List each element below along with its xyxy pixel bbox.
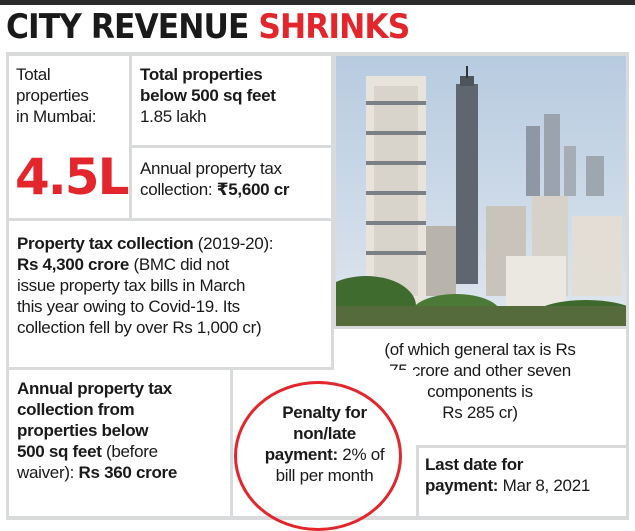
below-500-collection-line3: properties below <box>17 421 149 440</box>
below-500-collection-cell: Annual property tax collection from prop… <box>9 370 230 516</box>
total-properties-label-1: Total <box>16 65 51 84</box>
top-rule <box>0 0 635 5</box>
collection-line1-rest: (2019-20): <box>193 234 274 253</box>
penalty-line3-rest: 2% of <box>337 445 385 464</box>
headline: CITY REVENUE SHRINKS <box>6 4 410 50</box>
penalty-line2: non/late <box>293 424 356 443</box>
general-tax-line1: (of which general tax is Rs <box>384 340 576 359</box>
annual-tax-value: ₹5,600 cr <box>216 180 290 199</box>
penalty-line1: Penalty for <box>282 403 367 422</box>
skyline-image <box>336 56 626 326</box>
collection-line2-rest: (BMC did not <box>129 255 230 274</box>
below-500-collection-line1: Annual property tax <box>17 379 172 398</box>
general-tax-line2: 75 crore and other seven <box>389 361 571 380</box>
collection-line5: collection fell by over Rs 1,000 cr) <box>17 318 262 337</box>
last-date-value: Mar 8, 2021 <box>498 476 591 495</box>
total-properties-label-3: in Mumbai: <box>16 107 97 126</box>
total-properties-value: 4.5L <box>15 148 129 206</box>
last-date-cell: Last date for payment: Mar 8, 2021 <box>419 448 626 516</box>
headline-part2: SHRINKS <box>258 7 410 47</box>
total-properties-cell: Total properties in Mumbai: 4.5L <box>9 56 129 218</box>
below-500-value: 1.85 lakh <box>140 107 207 126</box>
last-date-line1: Last date for <box>425 455 524 474</box>
penalty-line4: bill per month <box>275 466 374 485</box>
collection-line2-bold: Rs 4,300 crore <box>17 255 130 274</box>
below-500-collection-value: Rs 360 crore <box>78 463 178 482</box>
penalty-line3-bold: payment: <box>264 445 338 464</box>
headline-part1: CITY REVENUE <box>6 7 249 47</box>
collection-line4: this year owing to Covid-19. Its <box>17 297 240 316</box>
general-tax-line4: Rs 285 cr) <box>442 403 518 422</box>
collection-2019-cell: Property tax collection (2019-20): Rs 4,… <box>9 221 331 367</box>
below-500-cell: Total properties below 500 sq feet 1.85 … <box>132 56 331 145</box>
annual-tax-line2-label: collection: <box>140 180 217 199</box>
annual-tax-cell: Annual property tax collection: ₹5,600 c… <box>132 148 331 218</box>
below-500-collection-line4-bold: 500 sq feet <box>17 442 102 461</box>
last-date-line2-bold: payment: <box>425 476 499 495</box>
collection-line3: issue property tax bills in March <box>17 276 246 295</box>
general-tax-line3: components is <box>427 382 533 401</box>
below-500-label-1: Total properties <box>140 65 263 84</box>
annual-tax-line1: Annual property tax <box>140 159 282 178</box>
below-500-collection-line4-rest: (before <box>101 442 158 461</box>
skyline-photo <box>336 56 626 326</box>
below-500-label-2: below 500 sq feet <box>140 86 276 105</box>
collection-line1-bold: Property tax collection <box>17 234 194 253</box>
below-500-collection-line5-rest: waiver): <box>17 463 79 482</box>
below-500-collection-line2: collection from <box>17 400 135 419</box>
total-properties-label-2: properties <box>16 86 89 105</box>
